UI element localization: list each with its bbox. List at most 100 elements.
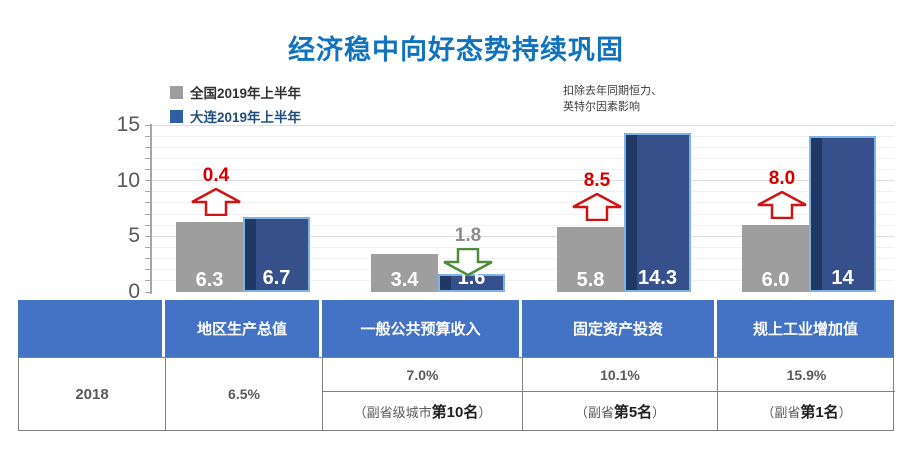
y-axis-label: 0 (128, 280, 140, 303)
legend-item-dalian: 大连2019年上半年 (170, 104, 301, 128)
rank-suffix: ） (838, 404, 852, 420)
bar-shadow (440, 276, 451, 290)
y-axis-label: 15 (116, 113, 140, 136)
bar-value-label: 6.3 (195, 269, 224, 291)
table-value-budget: 7.0% (323, 358, 522, 392)
y-axis-tick (145, 202, 151, 204)
y-axis-tick (145, 269, 151, 271)
rank-number: 第10名 (431, 403, 479, 421)
y-axis-label: 5 (128, 224, 140, 248)
legend-item-national: 全国2019年上半年 (170, 80, 301, 104)
change-arrow-down-icon (443, 247, 493, 277)
table-cell-year: 2018 (19, 358, 166, 430)
table-rank-industry: （副省 第1名） (718, 392, 895, 430)
gridline (152, 224, 894, 226)
change-value-label: 1.8 (454, 225, 482, 247)
table-header-cell-budget: 一般公共预算收入 (322, 300, 522, 357)
y-axis-tick (145, 180, 151, 182)
gridline (152, 169, 894, 171)
y-axis-label: 10 (116, 168, 140, 192)
y-axis-line (150, 124, 152, 294)
gridline (152, 135, 894, 137)
chart-legend: 全国2019年上半年 大连2019年上半年 (170, 80, 301, 128)
table-cell-budget: 7.0% （副省级城市 第10名） (323, 358, 523, 430)
legend-label-dalian: 大连2019年上半年 (190, 110, 302, 125)
table-data-row: 2018 6.5% 7.0% （副省级城市 第10名） 10.1% （副省 第5名）… (18, 357, 895, 431)
gridline (152, 157, 894, 159)
rank-prefix: （副省 (761, 404, 801, 420)
rank-prefix: （副省级城市 (353, 404, 432, 420)
bar-dalian: 14.3 (624, 132, 691, 292)
gridline (152, 258, 894, 260)
y-axis-tick (145, 157, 151, 159)
note-annotation: 扣除去年同期恒力、 英特尔因素影响 (563, 85, 662, 113)
bar-national: 6.0 (742, 225, 809, 292)
gridline (152, 246, 894, 248)
y-axis-tick (145, 235, 151, 237)
table-value-gdp: 6.5% (228, 386, 260, 402)
gridline (152, 191, 894, 193)
legend-label-national: 全国2019年上半年 (190, 86, 302, 101)
bar-dalian: 6.7 (243, 217, 310, 292)
bar-value-label: 3.4 (390, 269, 419, 291)
y-axis-tick (145, 191, 151, 193)
y-axis-tick (145, 258, 151, 260)
bar-national: 6.3 (176, 221, 243, 292)
gridline (152, 280, 894, 282)
bar-value-label: 6.7 (262, 267, 291, 289)
y-axis-tick (145, 280, 151, 282)
rank-suffix: ） (478, 404, 492, 420)
gridline (152, 180, 894, 182)
y-axis-tick (145, 291, 151, 293)
bar-value-label: 6.0 (761, 269, 790, 291)
bar-value-label: 5.8 (576, 269, 605, 291)
gridline (152, 146, 894, 148)
table-cell-industry: 15.9% （副省 第1名） (718, 358, 895, 430)
gridline (152, 124, 894, 126)
gridline (152, 235, 894, 237)
gridline (152, 202, 894, 204)
table-cell-gdp: 6.5% (166, 358, 323, 430)
change-arrow-up-icon (191, 187, 241, 217)
change-value-label: 0.4 (202, 164, 230, 186)
bar-value-label: 14 (831, 267, 854, 289)
change-arrow-up-icon (757, 190, 807, 220)
rank-prefix: （副省 (574, 404, 614, 420)
row-year-label: 2018 (75, 385, 109, 403)
bar-dalian: 1.6 (438, 267, 505, 292)
bar-national: 3.4 (371, 254, 438, 292)
bar-shadow (811, 138, 822, 290)
y-axis-tick (145, 124, 151, 126)
y-axis-tick (145, 135, 151, 137)
rank-suffix: ） (652, 404, 666, 420)
table-value-industry: 15.9% (718, 358, 895, 392)
legend-swatch-dalian-icon (170, 109, 183, 123)
table-header-cell-industry: 规上工业增加值 (717, 300, 894, 357)
bar-national: 5.8 (557, 227, 624, 292)
gridline (152, 269, 894, 271)
table-header-row: 地区生产总值 一般公共预算收入 固定资产投资 规上工业增加值 (18, 300, 894, 357)
table-header-cell-empty (18, 300, 165, 357)
table-rank-investment: （副省 第5名） (523, 392, 717, 430)
summary-table: 地区生产总值 一般公共预算收入 固定资产投资 规上工业增加值 2018 6.5%… (18, 300, 895, 431)
bar-value-label: 14.3 (638, 267, 677, 289)
bar-chart: 6.3 6.7 3.4 1.6 5.8 14.3 6.0 14 (152, 124, 894, 292)
table-cell-investment: 10.1% （副省 第5名） (523, 358, 718, 430)
table-header-cell-investment: 固定资产投资 (522, 300, 717, 357)
bar-shadow (245, 219, 256, 290)
y-axis-tick (145, 246, 151, 248)
bar-dalian: 14 (809, 136, 876, 292)
legend-swatch-national-icon (170, 85, 183, 99)
table-value-investment: 10.1% (523, 358, 717, 392)
page-title: 经济稳中向好态势持续巩固 (288, 35, 624, 65)
y-axis-tick (145, 146, 151, 148)
table-rank-budget: （副省级城市 第10名） (323, 392, 522, 430)
gridline (152, 213, 894, 215)
change-value-label: 8.5 (583, 170, 611, 192)
rank-number: 第5名 (613, 403, 653, 421)
change-arrow-up-icon (572, 193, 622, 222)
table-header-cell-gdp: 地区生产总值 (165, 300, 322, 357)
y-axis-tick (145, 224, 151, 226)
bar-shadow (626, 134, 637, 290)
